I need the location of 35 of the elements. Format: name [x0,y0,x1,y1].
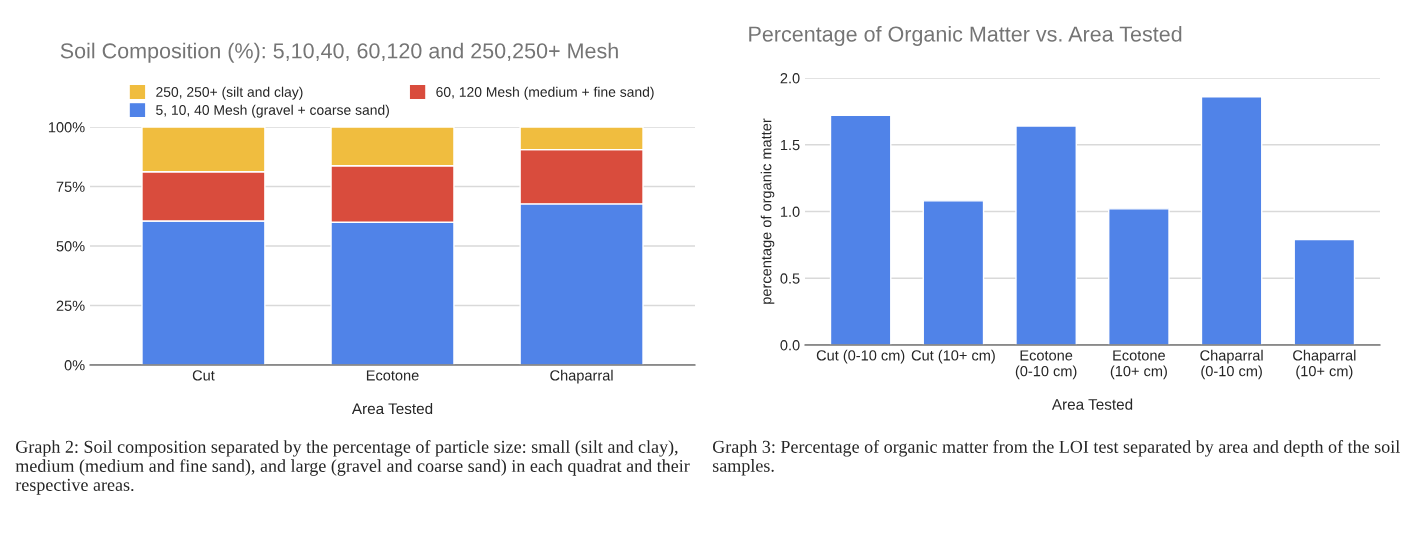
x-tick-label: Cut (10+ cm) [911,349,995,364]
legend-label: 5, 10, 40 Mesh (gravel + coarse sand) [156,104,389,118]
x-tick-label: Cut [192,370,215,381]
bar [1015,125,1077,345]
chart-title: Percentage of Organic Matter vs. Area Tested [749,25,1182,46]
caption: Graph 3: Percentage of organic matter from the LOI test separated by area and depth of the soil samples. [712,440,1400,476]
y-tick-label: 100% [48,122,85,133]
chart-title: Soil Composition (%): 5,10,40, 60,120 and 250,250+ Mesh [60,42,618,63]
x-tick-label: Ecotone (10+ cm) [1110,350,1167,380]
y-tick-label: 2.0 [780,73,800,84]
x-tick-label: Chaparral (10+ cm) [1293,349,1356,380]
x-axis-title: Area Tested [351,402,433,415]
x-axis-title: Area Tested [1051,398,1133,410]
y-tick-label: 0% [64,360,85,371]
bar [922,200,985,345]
bar [1293,238,1356,345]
x-tick-label: Cut (0-10 cm) [816,349,905,364]
legend-label: 250, 250+ (silt and clay) [156,86,303,100]
y-axis-title: percentage of organic matter [760,118,775,304]
bar [829,114,892,345]
caption: Graph 2: Soil composition separated by the percentage of particle size: small (silt and clay), medium (medium and fine sand), and large (gravel and coarse sand) in each quadrat and their respective areas. [15,440,690,495]
bar [1200,95,1263,345]
y-tick-label: 75% [56,181,85,192]
y-tick-label: 1.0 [780,206,800,217]
x-tick-label: Chaparral (0-10 cm) [1200,349,1263,380]
y-tick-label: 0.0 [780,340,800,351]
x-tick-label: Ecotone (0-10 cm) [1015,350,1077,380]
y-tick-label: 50% [56,241,85,252]
bar [1108,208,1170,345]
y-tick-label: 25% [56,300,85,311]
legend-label: 60, 120 Mesh (medium + fine sand) [436,86,654,100]
y-tick-label: 0.5 [780,273,800,284]
x-tick-label: Ecotone [366,370,419,381]
x-tick-label: Chaparral [550,369,613,384]
y-tick-label: 1.5 [780,140,800,151]
